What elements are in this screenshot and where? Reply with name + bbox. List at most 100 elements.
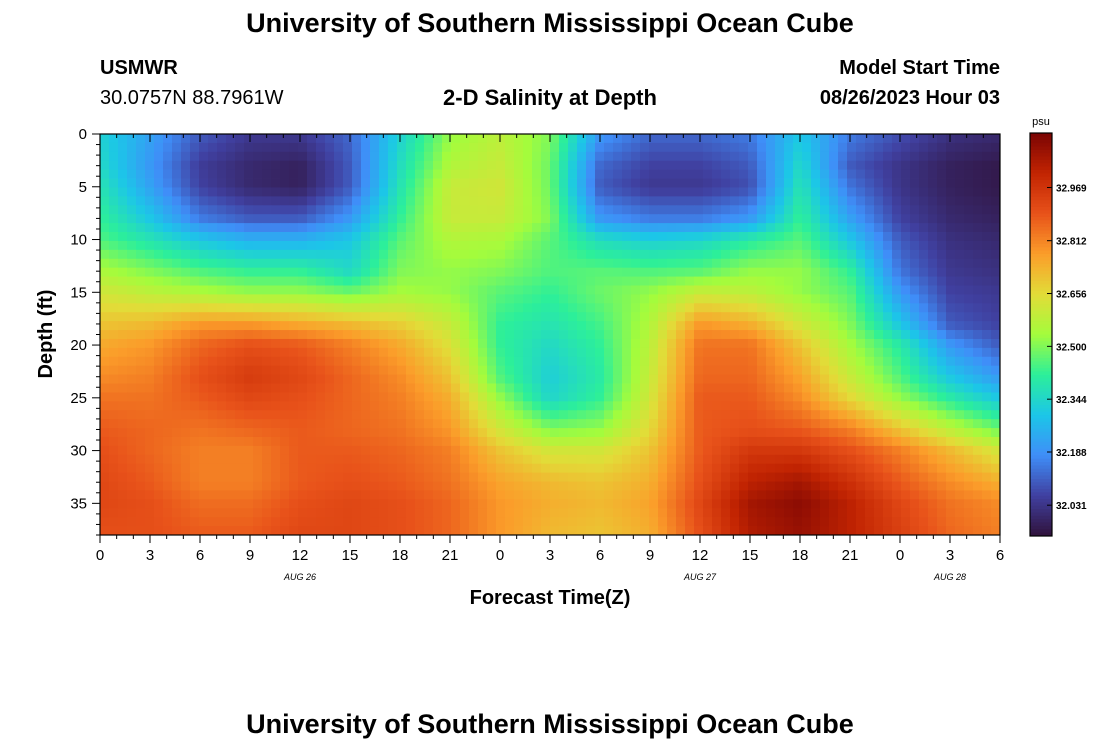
heatmap-cell [937,249,947,260]
heatmap-cell [433,526,443,536]
heatmap-cell [298,142,308,153]
heatmap-cell [676,508,686,518]
heatmap-cell [271,205,281,215]
heatmap-cell [919,294,929,304]
heatmap-cell [622,294,632,304]
heatmap-cell [163,196,173,206]
heatmap-cell [658,383,668,393]
heatmap-cell [694,330,704,340]
heatmap-cell [991,499,1001,509]
heatmap-cell [397,232,407,242]
heatmap-cell [334,419,344,429]
heatmap-cell [640,205,650,215]
heatmap-cell [352,365,362,375]
heatmap-cell [550,151,560,162]
heatmap-cell [604,508,614,518]
heatmap-cell [838,214,848,224]
heatmap-cell [847,294,857,304]
heatmap-cell [460,294,470,304]
heatmap-cell [694,285,704,295]
heatmap-cell [541,347,551,358]
heatmap-cell [244,454,254,465]
heatmap-cell [739,151,749,162]
heatmap-cell [433,428,443,438]
heatmap-cell [478,347,488,358]
heatmap-cell [622,356,632,367]
heatmap-cell [865,249,875,260]
heatmap-cell [370,419,380,429]
heatmap-cell [847,428,857,438]
heatmap-cell [658,303,668,313]
heatmap-cell [442,205,452,215]
heatmap-cell [307,303,317,313]
heatmap-cell [208,472,218,482]
heatmap-cell [325,169,335,179]
heatmap-cell [406,232,416,242]
heatmap-cell [172,240,182,251]
heatmap-cell [856,276,866,286]
heatmap-cell [964,178,974,188]
heatmap-cell [478,303,488,313]
heatmap-cell [172,249,182,260]
heatmap-cell [676,151,686,162]
heatmap-cell [766,526,776,536]
heatmap-cell [145,169,155,179]
heatmap-cell [388,142,398,153]
heatmap-cell [289,321,299,331]
heatmap-cell [730,499,740,509]
heatmap-cell [469,526,479,536]
heatmap-cell [442,392,452,402]
heatmap-cell [676,481,686,491]
heatmap-cell [289,517,299,527]
heatmap-cell [550,240,560,251]
heatmap-cell [991,410,1001,420]
heatmap-cell [388,472,398,482]
heatmap-cell [172,454,182,465]
heatmap-cell [559,445,569,456]
heatmap-cell [163,312,173,322]
heatmap-cell [928,240,938,251]
heatmap-cell [847,151,857,162]
heatmap-cell [820,285,830,295]
heatmap-cell [226,481,236,491]
heatmap-cell [415,160,425,171]
heatmap-cell [811,526,821,536]
heatmap-cell [199,490,209,500]
heatmap-cell [811,142,821,153]
heatmap-cell [919,160,929,171]
heatmap-cell [910,151,920,162]
heatmap-cell [667,401,677,411]
heatmap-cell [856,249,866,260]
heatmap-cell [541,160,551,171]
heatmap-cell [550,258,560,269]
heatmap-cell [109,330,119,340]
heatmap-cell [919,374,929,384]
heatmap-cell [757,267,767,277]
heatmap-cell [271,294,281,304]
heatmap-cell [649,330,659,340]
heatmap-cell [532,321,542,331]
heatmap-cell [100,258,110,269]
heatmap-cell [199,517,209,527]
heatmap-cell [523,258,533,269]
heatmap-cell [199,436,209,447]
heatmap-cell [298,463,308,474]
heatmap-cell [316,356,326,367]
heatmap-cell [262,419,272,429]
heatmap-cell [784,517,794,527]
heatmap-cell [541,196,551,206]
heatmap-cell [244,240,254,251]
heatmap-cell [730,481,740,491]
heatmap-cell [217,472,227,482]
heatmap-cell [127,258,137,269]
heatmap-cell [712,169,722,179]
heatmap-cell [622,419,632,429]
heatmap-cell [307,436,317,447]
heatmap-cell [577,499,587,509]
heatmap-cell [775,330,785,340]
heatmap-cell [865,508,875,518]
heatmap-cell [298,508,308,518]
heatmap-cell [586,338,596,349]
heatmap-cell [514,240,524,251]
colorbar-band [1030,146,1052,151]
